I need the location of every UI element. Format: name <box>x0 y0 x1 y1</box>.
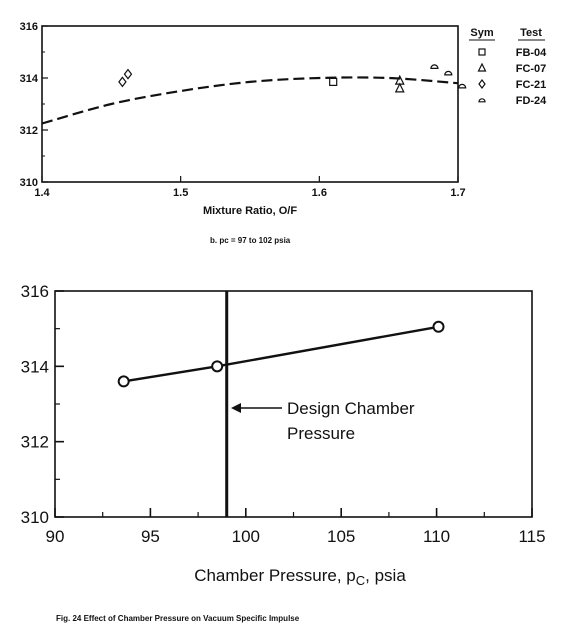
legend-label-fb-04: FB-04 <box>516 47 547 59</box>
chart-1-x-axis-title: Mixture Ratio, O/F <box>203 205 297 217</box>
chart-2-data-points <box>117 320 445 388</box>
chart-1-x-tick-label: 1.6 <box>312 187 327 199</box>
legend-marker-fc-07 <box>477 62 487 72</box>
chart-2-x-tick-label: 90 <box>46 527 65 546</box>
data-point-fd-24 <box>458 83 467 89</box>
chart-1-fit-curve <box>41 76 459 125</box>
legend-header-test: Test <box>520 27 542 39</box>
data-point-fc-21 <box>123 68 133 80</box>
data-point-fc-07 <box>394 82 405 93</box>
chart-1-x-tick-label: 1.7 <box>450 187 465 199</box>
chart-2-x-axis-title: Chamber Pressure, pC, psia <box>194 566 406 588</box>
chart-1-y-tick-label: 312 <box>20 125 38 137</box>
design-label-line2: Pressure <box>287 424 355 443</box>
chart-1-legend: Sym Test FB-04 FC-07 FC-21 FD-24 <box>469 27 547 107</box>
chart-2-data-point <box>117 375 130 388</box>
chart-2-x-tick-label: 115 <box>518 527 545 546</box>
chart-1-data-points <box>118 64 467 93</box>
legend-marker-fc-21 <box>478 79 486 89</box>
data-point-fc-21 <box>118 76 127 88</box>
legend-label-fc-07: FC-07 <box>516 63 547 75</box>
chart-1: 310 312 314 316 1.4 1.5 1.6 1.7 Mixture Ratio,… <box>20 21 548 245</box>
annotation-arrowhead <box>231 403 241 413</box>
chart-1-x-tick-label: 1.5 <box>173 187 188 199</box>
figure-caption: Fig. 24 Effect of Chamber Pressure on Va… <box>56 614 300 623</box>
data-point-fb-04 <box>329 77 338 87</box>
chart-1-y-tick-label: 310 <box>20 177 38 189</box>
chart-1-x-ticks: 1.4 1.5 1.6 1.7 <box>34 176 466 199</box>
chart-2-x-tick-label: 105 <box>327 527 355 546</box>
chart-2-y-ticks: 310 312 314 316 <box>21 282 64 527</box>
chart-2-y-tick-label: 312 <box>21 433 49 452</box>
chart-1-caption: b. pc = 97 to 102 psia <box>210 236 291 245</box>
legend-label-fd-24: FD-24 <box>516 95 547 107</box>
chart-1-y-tick-label: 316 <box>20 21 38 33</box>
chart-2-x-tick-label: 100 <box>232 527 260 546</box>
chart-2-x-tick-label: 95 <box>141 527 160 546</box>
legend-header-sym: Sym <box>470 27 493 39</box>
chart-2-y-tick-label: 316 <box>21 282 49 301</box>
design-label-line1: Design Chamber <box>287 399 415 418</box>
chart-1-x-tick-label: 1.4 <box>34 187 50 199</box>
data-point-fd-24 <box>444 70 453 76</box>
chart-2-x-tick-label: 110 <box>423 527 450 546</box>
chart-2: 310 312 314 316 90 95 100 105 110 115 Design Cha… <box>21 282 546 588</box>
chart-2-series-line <box>123 325 439 383</box>
x-title-subscript: C <box>356 573 365 588</box>
x-title-prefix: Chamber Pressure, p <box>194 566 356 585</box>
data-point-fc-07 <box>394 74 405 85</box>
legend-marker-fb-04 <box>478 48 486 56</box>
chart-1-y-ticks: 310 312 314 316 <box>20 21 48 189</box>
chart-2-data-point <box>432 320 445 333</box>
chart-2-y-tick-label: 314 <box>21 357 49 376</box>
design-pressure-annotation: Design Chamber Pressure <box>231 399 415 443</box>
chart-2-x-ticks: 90 95 100 105 110 115 <box>46 508 546 546</box>
x-title-suffix: , psia <box>365 566 406 585</box>
legend-label-fc-21: FC-21 <box>516 79 547 91</box>
data-point-fd-24 <box>430 64 439 69</box>
legend-marker-fd-24 <box>478 98 486 103</box>
chart-1-legend-rows: FB-04 FC-07 FC-21 FD-24 <box>477 47 547 107</box>
chart-1-y-tick-label: 314 <box>20 73 39 85</box>
chart-1-plot-frame <box>41 25 459 183</box>
chart-2-y-tick-label: 310 <box>21 508 49 527</box>
chart-2-data-point <box>211 360 224 373</box>
